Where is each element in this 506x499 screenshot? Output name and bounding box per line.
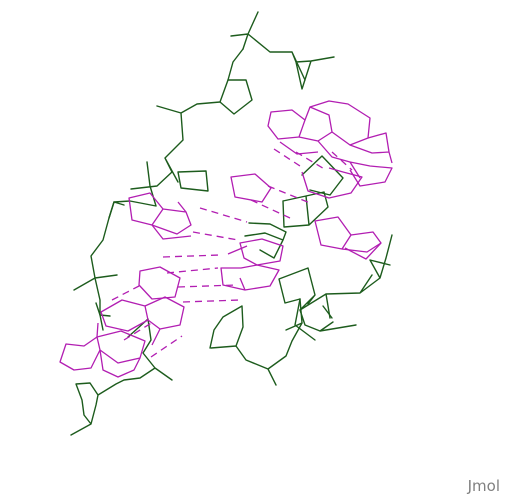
backbone-strand-3 [209, 155, 393, 386]
jmol-watermark: Jmol [467, 477, 500, 495]
base-stack-middle [128, 173, 382, 291]
hydrogen-bonds [111, 148, 353, 358]
backbone-strand-1 [73, 11, 335, 317]
backbone-strand-2 [70, 302, 173, 436]
base-stack-top [267, 100, 393, 199]
base-stack-lower [59, 266, 185, 378]
